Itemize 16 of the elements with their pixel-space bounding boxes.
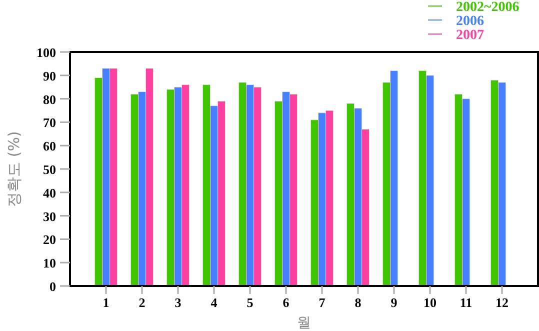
y-tick-label: 10 [43, 256, 56, 271]
y-tick-label: 100 [36, 45, 56, 60]
y-tick-label: 40 [43, 185, 56, 200]
y-tick-label: 80 [43, 92, 56, 107]
legend-label: 2002~2006 [456, 0, 520, 15]
legend-label: 2007 [456, 28, 484, 43]
y-tick-label: 20 [43, 232, 56, 248]
y-tick-label: 70 [43, 115, 56, 130]
y-tick-label: 60 [43, 138, 56, 154]
y-tick-label: 90 [43, 68, 56, 84]
y-tick-label: 0 [50, 279, 56, 294]
y-tick-label: 50 [43, 162, 56, 177]
x-axis-title: 월 [297, 315, 311, 331]
y-axis-title: 정확도 (%) [5, 131, 23, 207]
legend-label: 2006 [456, 14, 484, 29]
y-tick-label: 30 [43, 208, 56, 224]
